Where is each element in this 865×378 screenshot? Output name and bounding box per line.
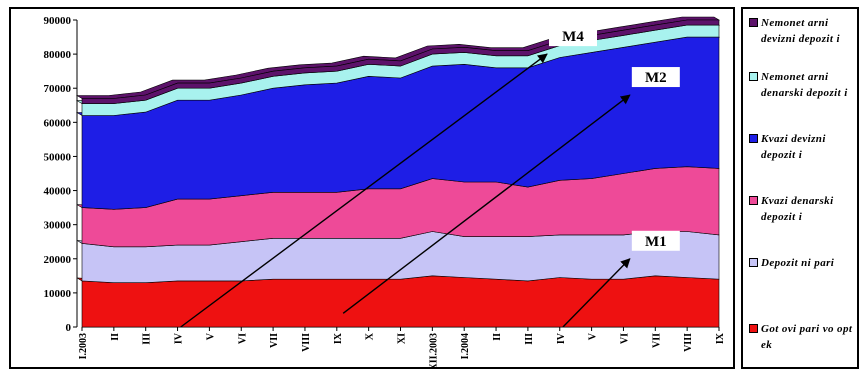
x-tick-label: VI — [619, 333, 630, 344]
annotation-arrow-m1 — [562, 258, 631, 328]
x-tick-label: X — [365, 332, 376, 340]
x-tick-label: III — [524, 333, 535, 345]
chart-frame: 0 10000 20000 30000 40000 50000 60000 70000 8000… — [9, 7, 735, 371]
x-tick-label: I.2003 — [78, 333, 89, 359]
y-tick-label: 30000 — [44, 220, 72, 232]
legend-swatch — [749, 18, 758, 27]
legend-swatch — [749, 72, 758, 81]
x-tick-label: XI — [397, 333, 408, 344]
annotation-box-m4 — [549, 26, 598, 47]
x-tick-label: II — [492, 333, 503, 341]
y-tick-label: 10000 — [44, 288, 72, 300]
x-tick-label: VII — [269, 333, 280, 348]
y-tick-label: 60000 — [44, 117, 72, 129]
x-tick-label: VII — [651, 333, 662, 348]
x-tick-label: III — [142, 333, 153, 345]
legend-swatch — [749, 196, 758, 205]
annotation-arrow-m2 — [342, 94, 631, 314]
x-tick-label: IV — [556, 332, 567, 344]
legend: Nemonet arni devizni depozit i Nemonet ar… — [741, 7, 859, 369]
x-tick-label: IX — [715, 332, 726, 344]
x-tick-label: I.2004 — [460, 333, 471, 359]
legend-label: Depozit ni pari — [761, 257, 835, 269]
y-tick-label: 80000 — [44, 49, 72, 61]
legend-label: Nemonet arni devizni depozit i — [761, 17, 840, 45]
x-tick-label: VI — [237, 333, 248, 344]
legend-swatch — [749, 134, 758, 143]
y-tick-label: 70000 — [44, 83, 72, 95]
legend-label: Got ovi pari vo opt ek — [761, 323, 853, 351]
x-tick-label: IX — [333, 332, 344, 344]
y-tick-label: 0 — [66, 322, 72, 334]
annotation-arrow-m4 — [180, 53, 548, 328]
series-area-1 — [81, 275, 720, 328]
legend-swatch — [749, 258, 758, 267]
x-tick-label: V — [205, 332, 216, 340]
annotation-box-m2 — [631, 67, 680, 88]
y-tick-label: 90000 — [44, 15, 72, 27]
y-tick-label: 50000 — [44, 151, 72, 163]
y-tick-label: 20000 — [44, 254, 72, 266]
stacked-area-chart: 0 10000 20000 30000 40000 50000 60000 70000 8000… — [44, 15, 727, 371]
annotation-label-m1: M1 — [645, 234, 667, 250]
x-tick-label: VIII — [301, 333, 312, 352]
legend-swatch — [749, 324, 758, 333]
y-tick-label: 40000 — [44, 186, 72, 198]
legend-label: Nemonet arni denarski depozit i — [761, 71, 848, 99]
x-tick-label: VIII — [683, 333, 694, 352]
x-tick-label: V — [588, 332, 599, 340]
x-tick-label: XII.2003 — [428, 333, 439, 367]
annotation-label-m4: M4 — [562, 29, 584, 45]
annotation-box-m1 — [631, 230, 680, 251]
annotation-label-m2: M2 — [645, 70, 667, 86]
x-tick-label: IV — [174, 332, 185, 344]
legend-label: Kvazi denarski depozit i — [761, 195, 834, 223]
x-tick-label: II — [110, 333, 121, 341]
legend-label: Kvazi devizni depozit i — [761, 133, 826, 161]
